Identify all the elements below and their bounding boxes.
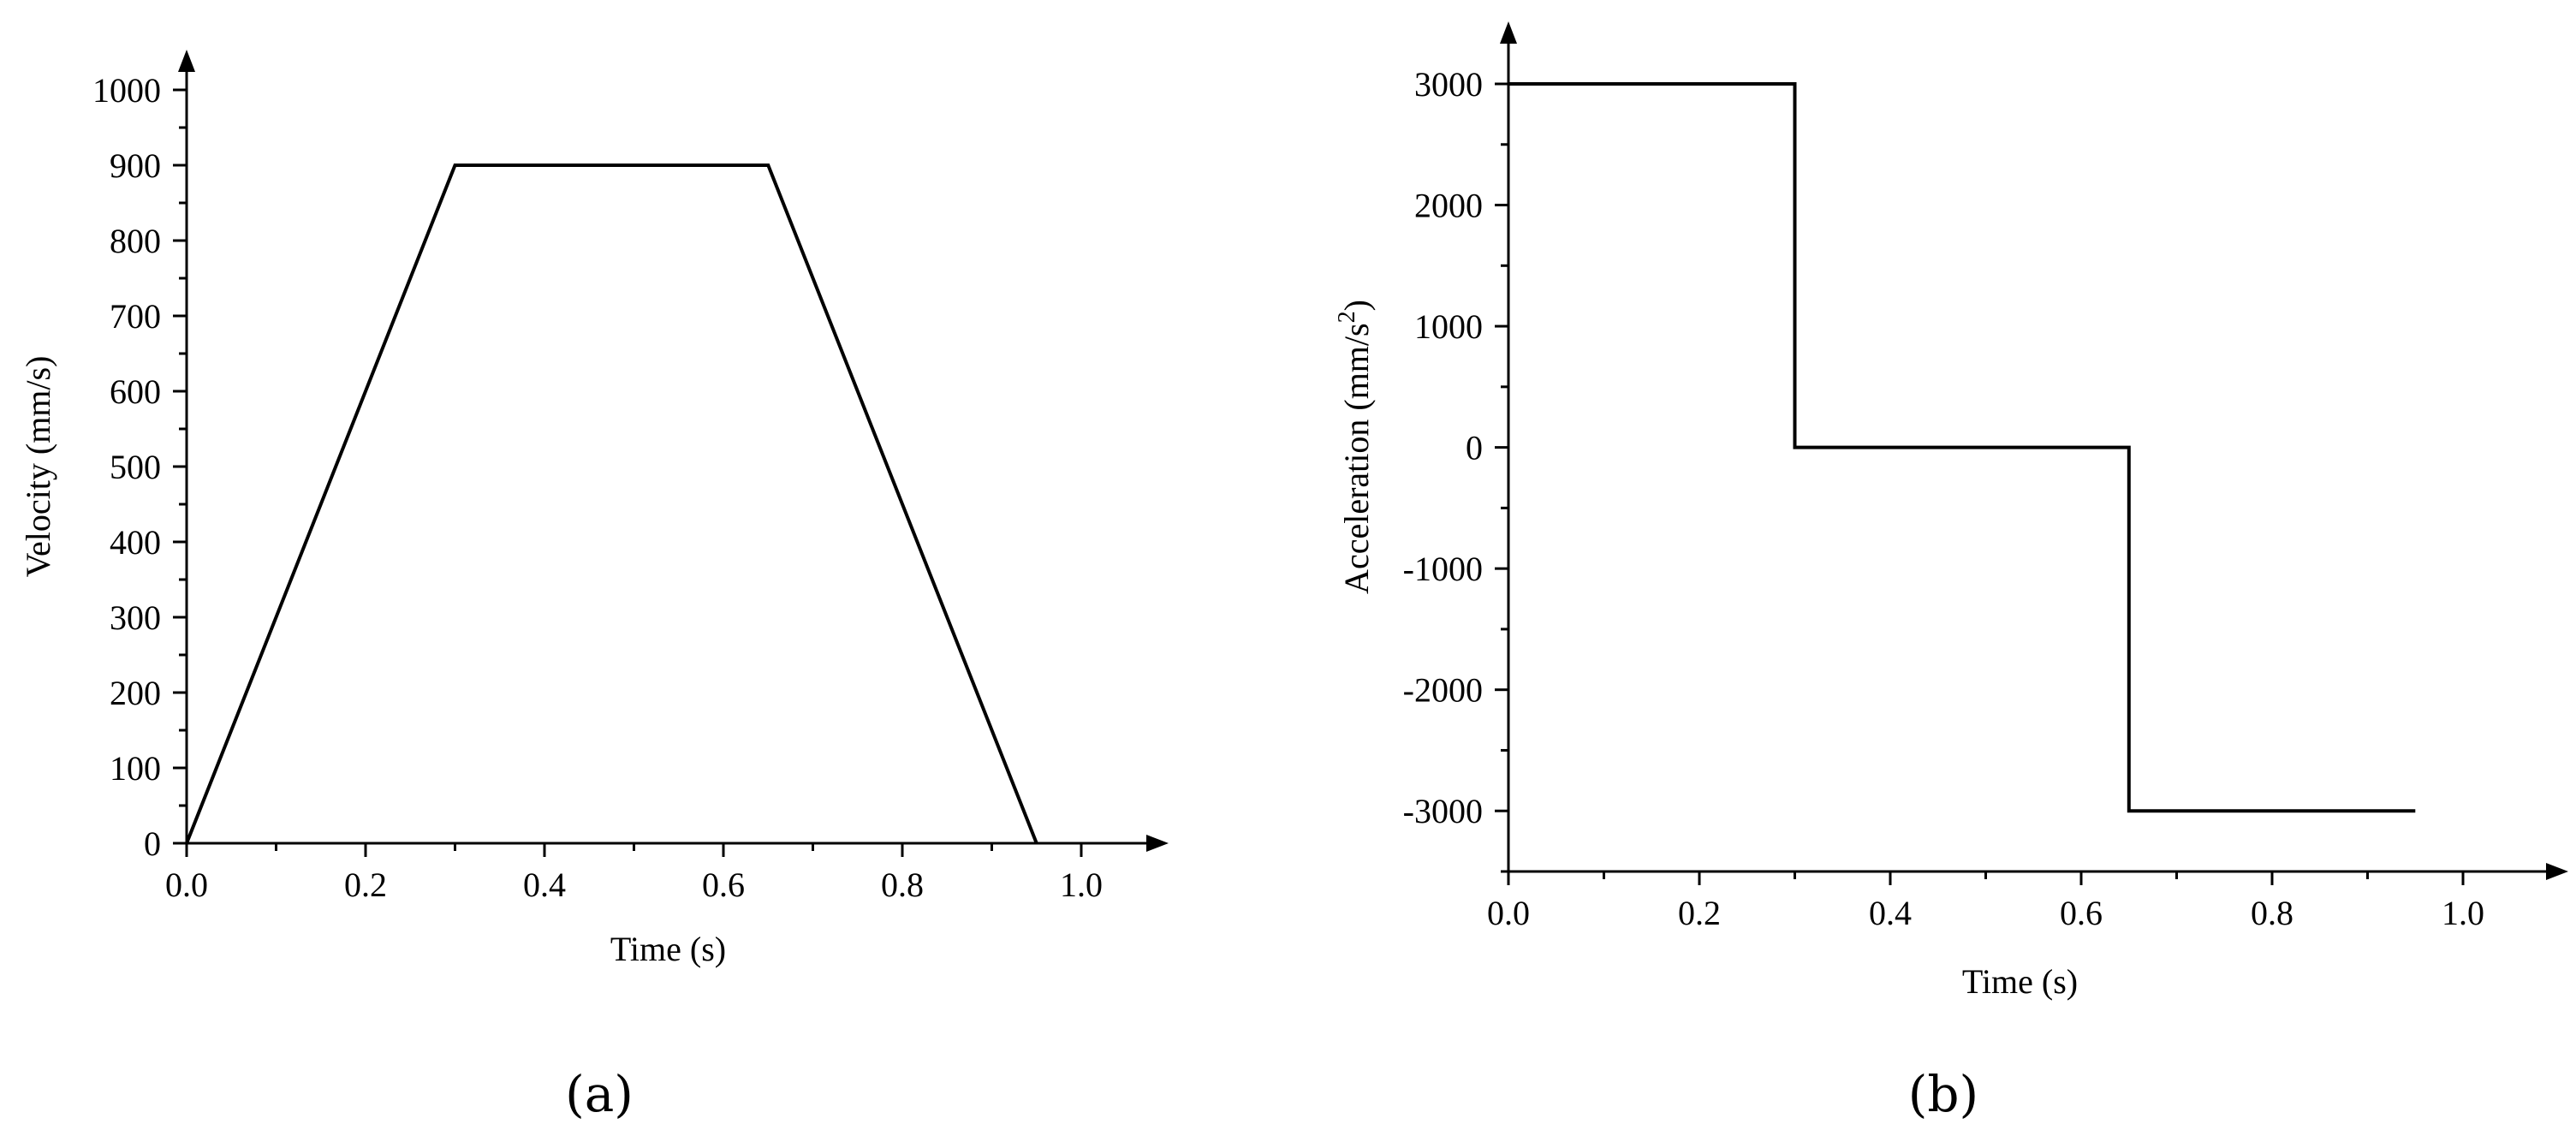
panel-label: (a) [565, 1065, 634, 1123]
chart-panel-a: 0.0 0.2 0.4 0.6 0.8 1.0 0 100 200 300 400 500 600 700… [19, 50, 1169, 1123]
x-tick-label: 1.0 [1060, 865, 1103, 904]
x-tick-label: 0.2 [1678, 894, 1721, 932]
x-tick-label: 0.2 [344, 865, 387, 904]
y-axis-title: Acceleration (mm/s2) [1334, 300, 1376, 594]
y-tick-label: 300 [110, 598, 161, 637]
y-tick-label: 500 [110, 448, 161, 486]
x-tick-label: 0.8 [881, 865, 924, 904]
x-axis-arrow [2546, 863, 2568, 880]
x-tick-label: 0.6 [2060, 894, 2103, 932]
y-tick-label: 2000 [1414, 187, 1483, 225]
y-axis-title-text: Acceleration (mm/s [1337, 323, 1376, 594]
y-tick-label: 900 [110, 146, 161, 185]
x-tick-label: 0.8 [2251, 894, 2293, 932]
x-tick-label: 0.4 [1869, 894, 1912, 932]
y-tick-label: -1000 [1403, 550, 1483, 588]
y-tick-label: 400 [110, 523, 161, 562]
y-tick-label: -2000 [1403, 671, 1483, 710]
y-tick-label: 3000 [1414, 65, 1483, 104]
y-axis-title-text: Velocity (mm/s) [19, 356, 57, 578]
y-tick-label: 1000 [92, 71, 161, 110]
panel-label: (b) [1908, 1065, 1978, 1123]
y-tick-label: 1000 [1414, 307, 1483, 346]
x-tick-label: 0.4 [523, 865, 566, 904]
y-axis-title-superscript: 2 [1334, 311, 1360, 323]
chart-panel-b: 0.0 0.2 0.4 0.6 0.8 1.0 -3000 -2000 -1000 0 1000 20… [1334, 21, 2568, 1123]
x-axis-arrow [1146, 835, 1169, 852]
y-tick-label: 200 [110, 674, 161, 712]
y-tick-label: 600 [110, 372, 161, 411]
series-line [185, 164, 1038, 844]
x-axis-title: Time (s) [1962, 962, 2078, 1001]
x-tick-label: 1.0 [2442, 894, 2484, 932]
y-tick-label: 700 [110, 297, 161, 336]
x-axis-title: Time (s) [610, 930, 726, 968]
x-tick-label: 0.0 [165, 865, 208, 904]
y-tick-label: 100 [110, 749, 161, 788]
series-line [1508, 82, 2416, 813]
y-axis-arrow [1500, 21, 1517, 44]
y-tick-label: 0 [144, 824, 161, 863]
y-axis-arrow [178, 50, 195, 72]
y-tick-label: -3000 [1403, 792, 1483, 830]
y-axis-title-tail: ) [1337, 300, 1376, 311]
y-tick-label: 800 [110, 222, 161, 260]
x-tick-label: 0.6 [702, 865, 745, 904]
x-tick-label: 0.0 [1487, 894, 1530, 932]
y-tick-label: 0 [1466, 429, 1483, 467]
y-axis-title: Velocity (mm/s) [19, 356, 57, 578]
